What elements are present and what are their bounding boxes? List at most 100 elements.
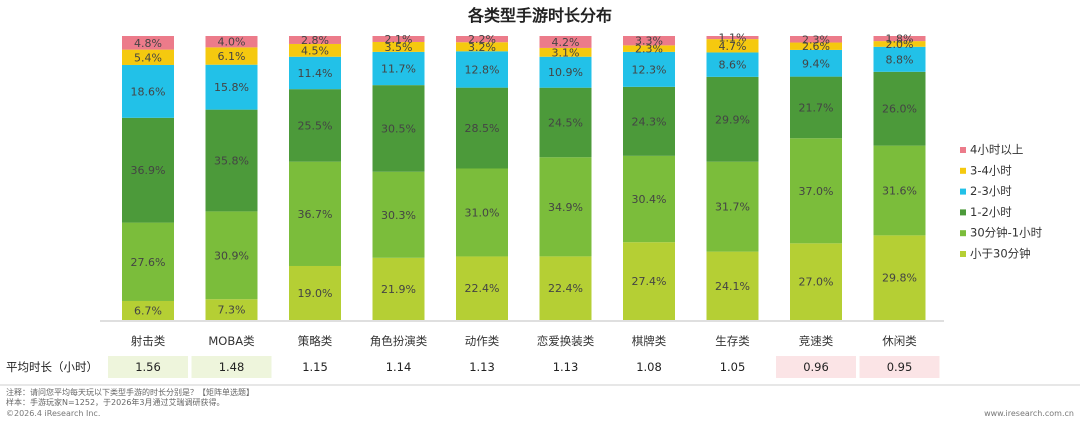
segment-value-label: 11.4% <box>298 67 333 80</box>
average-value: 1.13 <box>469 360 495 374</box>
legend-swatch <box>960 251 966 257</box>
bar-segment <box>205 299 258 320</box>
segment-value-label: 2.1% <box>385 33 413 46</box>
segment-value-label: 2.3% <box>802 33 830 46</box>
segment-value-label: 3.1% <box>552 46 580 59</box>
bar-segment <box>873 235 926 320</box>
bar-segment <box>289 43 341 57</box>
segment-value-label: 24.1% <box>715 280 750 293</box>
average-highlight-pink <box>776 356 856 378</box>
segment-value-label: 3.5% <box>385 41 413 54</box>
category-label: 射击类 <box>131 334 166 348</box>
legend-label: 小于30分钟 <box>970 247 1031 261</box>
bar-segment <box>372 85 425 172</box>
segment-value-label: 22.4% <box>548 282 583 295</box>
bar-segment <box>205 36 258 48</box>
bar-segment <box>456 36 508 43</box>
category-label: 生存类 <box>715 334 750 348</box>
chart-title: 各类型手游时长分布 <box>467 6 612 25</box>
bar-segment <box>372 41 425 52</box>
average-value: 1.13 <box>553 360 579 374</box>
bar-segment <box>790 42 842 50</box>
segment-value-label: 2.3% <box>635 43 663 56</box>
bar-segment <box>873 46 926 72</box>
bar-segment <box>289 56 341 90</box>
bar-segment <box>122 117 174 223</box>
bar-segment <box>372 257 425 320</box>
bar-segment <box>873 36 926 42</box>
segment-value-label: 3.2% <box>468 41 496 54</box>
segment-value-label: 28.5% <box>465 122 500 135</box>
copyright: ©2026.4 iResearch Inc. <box>6 409 100 418</box>
category-label: 恋爱换装类 <box>537 334 595 348</box>
bar-segment <box>706 161 759 252</box>
segment-value-label: 30.9% <box>214 249 249 262</box>
bar-segment <box>372 51 425 86</box>
bar-segment <box>790 36 842 43</box>
segment-value-label: 24.3% <box>632 115 667 128</box>
segment-value-label: 10.9% <box>548 66 583 79</box>
legend-label: 3-4小时 <box>970 163 1012 177</box>
segment-value-label: 36.7% <box>298 208 333 221</box>
bar-segment <box>539 256 592 320</box>
average-value: 1.56 <box>135 360 161 374</box>
bar-segment <box>372 171 425 258</box>
average-value: 1.14 <box>386 360 412 374</box>
segment-value-label: 15.8% <box>214 81 249 94</box>
category-label: 棋牌类 <box>632 334 667 348</box>
bar-segment <box>706 76 759 162</box>
category-label: MOBA类 <box>208 334 255 348</box>
segment-value-label: 21.9% <box>381 283 416 296</box>
bar-segment <box>623 45 675 52</box>
segment-value-label: 12.3% <box>632 63 667 76</box>
average-highlight-green <box>191 356 272 378</box>
bar-segment <box>790 76 842 139</box>
category-labels-group: 射击类 MOBA类 策略类 角色扮演类 动作类 恋爱换装类 棋牌类 生存类 竞速类 休闲类 <box>131 334 917 348</box>
segment-labels-group: 6.7% 27.6% 36.9% 18.6% 5.4%4.8% 7.3% 30.9% 35.8… <box>131 32 917 318</box>
bar-segment <box>873 145 926 236</box>
segment-value-label: 8.8% <box>886 53 914 66</box>
note-sample: 样本：手游玩家N=1252，于2026年3月通过艾瑞调研获得。 <box>6 397 225 407</box>
segment-value-label: 6.7% <box>134 304 162 317</box>
segment-value-label: 4.8% <box>134 37 162 50</box>
average-value: 1.48 <box>219 360 245 374</box>
bar-segment <box>372 36 425 42</box>
average-value: 1.08 <box>636 360 662 374</box>
segment-value-label: 31.0% <box>465 206 500 219</box>
bar-segment <box>205 109 258 212</box>
legend-swatch <box>960 167 966 174</box>
bars-group <box>122 36 926 320</box>
segment-value-label: 1.8% <box>886 33 914 46</box>
bar-segment <box>122 36 174 50</box>
bar-segment <box>289 36 341 44</box>
segment-value-label: 2.0% <box>886 38 914 51</box>
bar-segment <box>456 51 508 88</box>
bar-segment <box>539 87 592 158</box>
segment-value-label: 2.6% <box>802 40 830 53</box>
segment-value-label: 2.2% <box>468 33 496 46</box>
segment-value-label: 22.4% <box>465 282 500 295</box>
segment-value-label: 9.4% <box>802 57 830 70</box>
segment-value-label: 3.3% <box>635 35 663 48</box>
segment-value-label: 27.0% <box>799 276 834 289</box>
average-value: 1.15 <box>302 360 328 374</box>
segment-value-label: 12.8% <box>465 63 500 76</box>
bar-segment <box>539 47 592 57</box>
segment-value-label: 30.4% <box>632 193 667 206</box>
bar-segment <box>289 89 341 162</box>
segment-value-label: 18.6% <box>131 85 166 98</box>
segment-value-label: 1.1% <box>719 32 747 45</box>
bar-segment <box>539 56 592 88</box>
average-value: 0.96 <box>803 360 829 374</box>
average-row-title: 平均时长（小时） <box>6 360 98 374</box>
average-value: 1.05 <box>720 360 746 374</box>
bar-segment <box>790 243 842 320</box>
segment-value-label: 35.8% <box>214 155 249 168</box>
average-value: 0.95 <box>887 360 913 374</box>
bar-segment <box>623 155 675 243</box>
website: www.iresearch.com.cn <box>984 409 1074 418</box>
segment-value-label: 4.7% <box>719 40 747 53</box>
bar-segment <box>205 47 258 65</box>
